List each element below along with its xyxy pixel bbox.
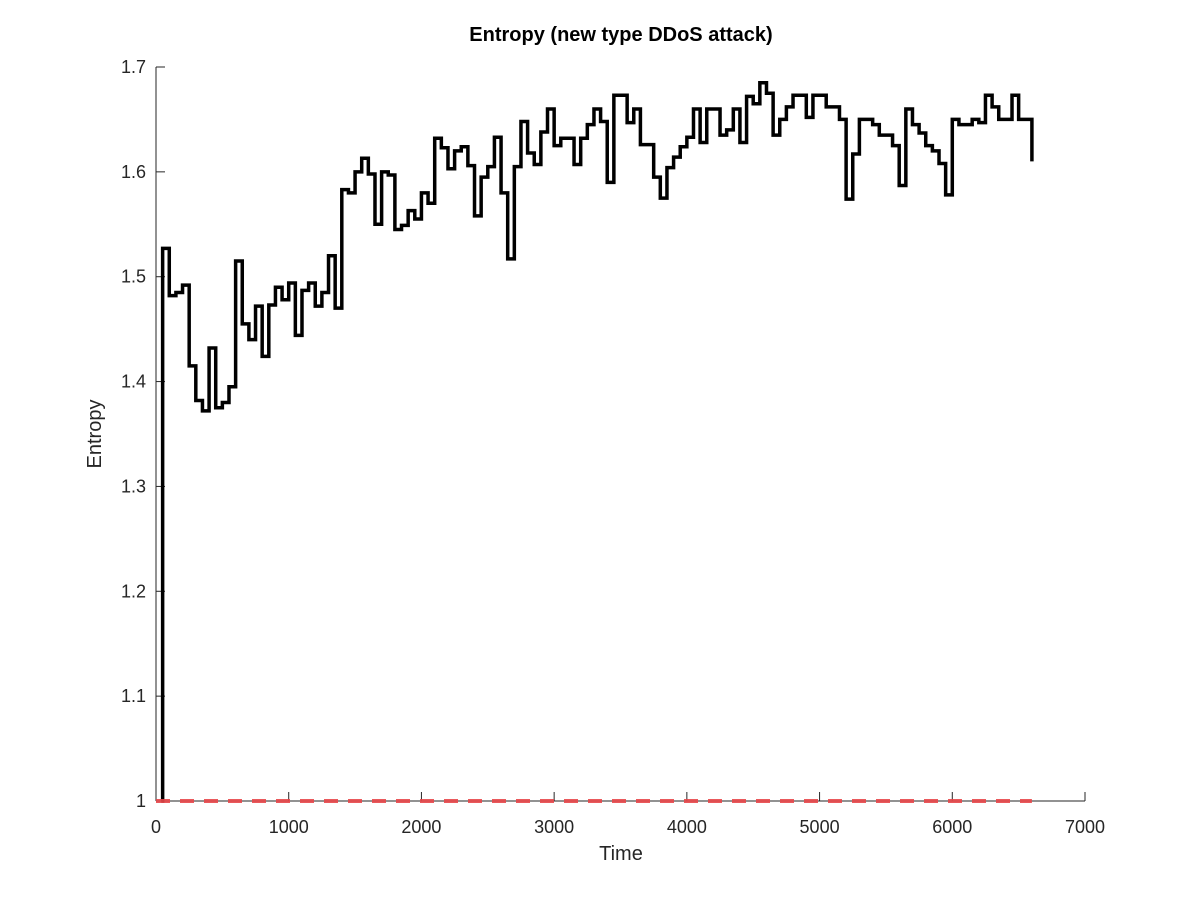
x-tick-label: 3000	[534, 817, 574, 837]
x-axis-label: Time	[599, 843, 643, 865]
y-tick-label: 1	[136, 791, 146, 811]
y-tick-label: 1.6	[121, 162, 146, 182]
y-ticks: 1 1.1 1.2 1.3 1.4 1.5 1.6 1.7	[121, 57, 165, 811]
y-tick-label: 1.2	[121, 581, 146, 601]
y-tick-label: 1.1	[121, 686, 146, 706]
x-tick-label: 1000	[269, 817, 309, 837]
y-tick-label: 1.3	[121, 476, 146, 496]
x-tick-label: 7000	[1065, 817, 1105, 837]
x-tick-label: 5000	[800, 817, 840, 837]
y-tick-label: 1.7	[121, 57, 146, 77]
x-ticks: 0 1000 2000 3000 4000 5000 6000 7000	[151, 792, 1105, 837]
x-tick-label: 2000	[401, 817, 441, 837]
x-tick-label: 6000	[932, 817, 972, 837]
x-tick-label: 4000	[667, 817, 707, 837]
y-axis-label: Entropy	[84, 400, 106, 469]
chart-title: Entropy (new type DDoS attack)	[469, 24, 772, 46]
y-tick-label: 1.5	[121, 267, 146, 287]
x-tick-label: 0	[151, 817, 161, 837]
entropy-series-line	[160, 80, 1034, 803]
y-tick-label: 1.4	[121, 372, 146, 392]
series-group	[156, 80, 1034, 803]
